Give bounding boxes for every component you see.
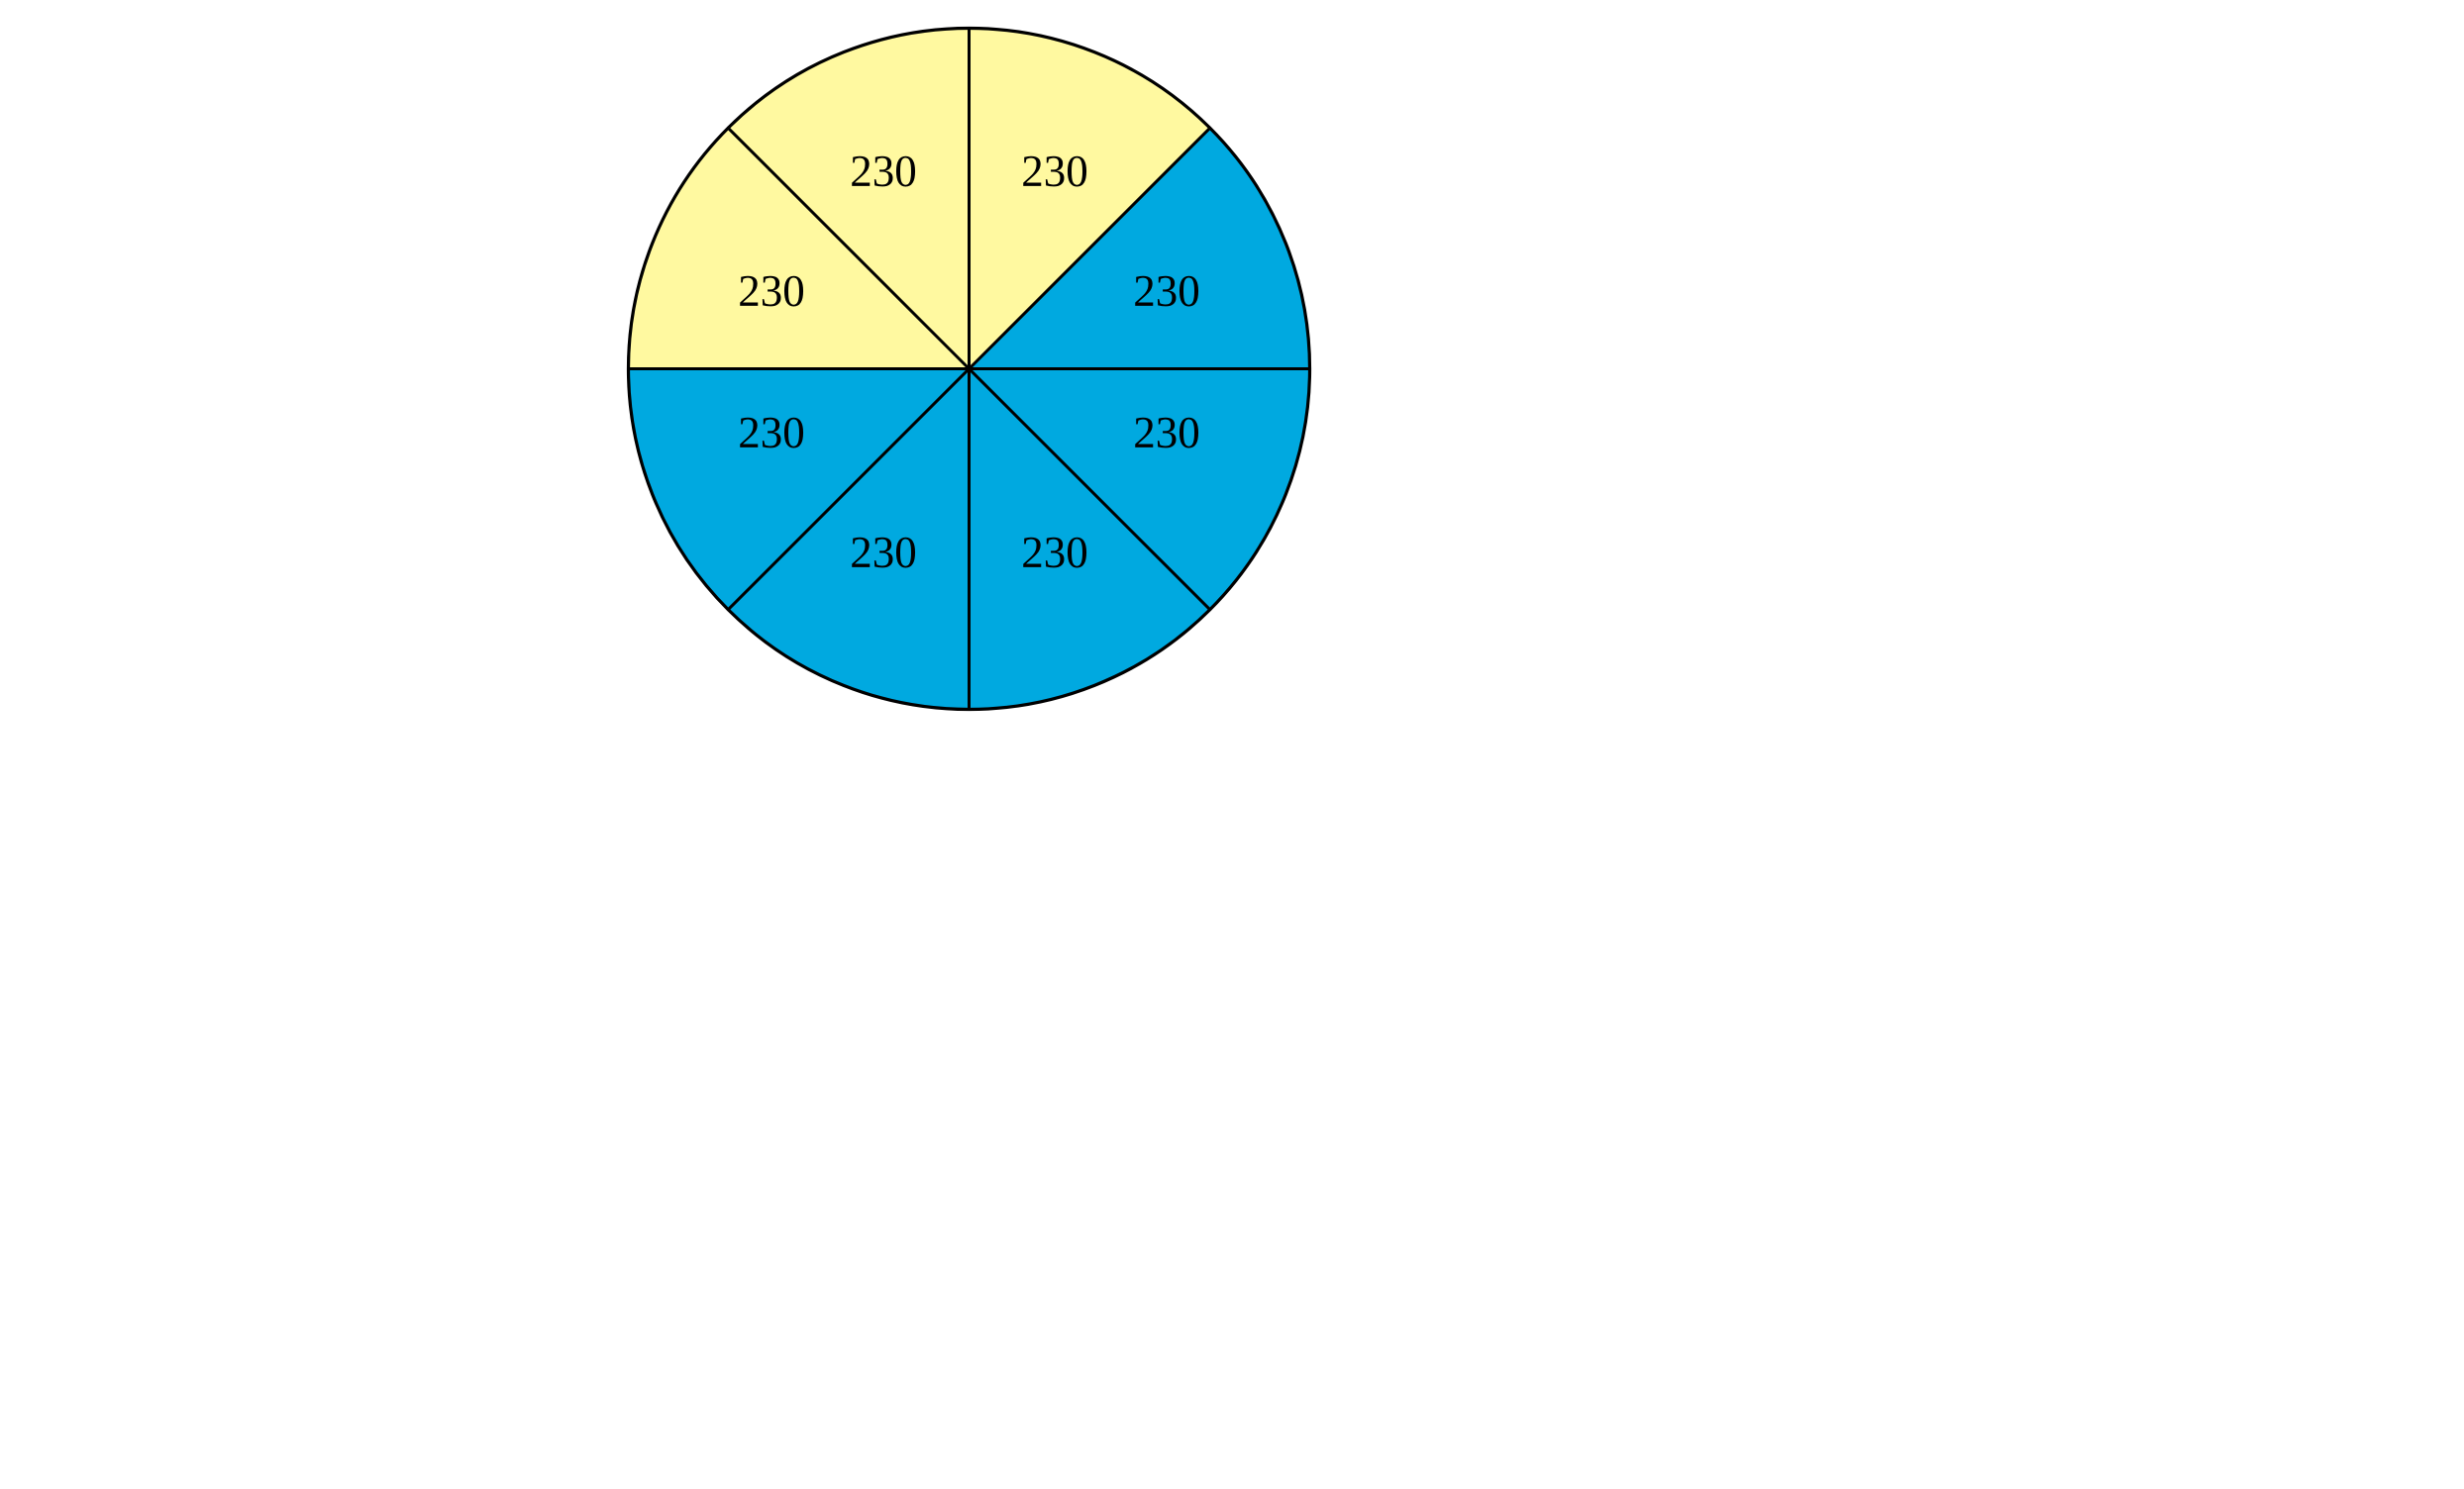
svg-text:230: 230 — [1021, 147, 1088, 196]
svg-text:230: 230 — [850, 528, 917, 577]
svg-text:230: 230 — [1133, 266, 1200, 316]
svg-text:230: 230 — [850, 147, 917, 196]
svg-text:230: 230 — [1133, 408, 1200, 457]
svg-text:230: 230 — [738, 266, 805, 316]
svg-text:230: 230 — [738, 408, 805, 457]
svg-text:230: 230 — [1021, 528, 1088, 577]
